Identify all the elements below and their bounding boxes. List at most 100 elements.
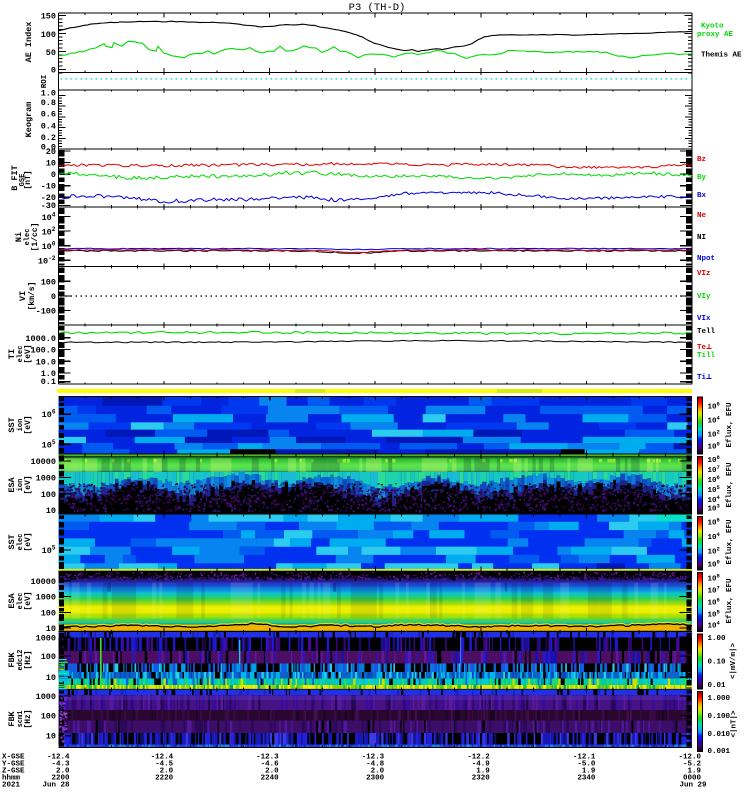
svg-text:Y-GSE: Y-GSE — [2, 761, 25, 769]
svg-text:elec: elec — [17, 346, 25, 363]
svg-text:100: 100 — [41, 652, 56, 662]
svg-text:Npot: Npot — [697, 255, 715, 263]
svg-text:105: 105 — [42, 545, 56, 557]
svg-text:Tell: Tell — [697, 328, 716, 336]
svg-text:-5.0: -5.0 — [577, 761, 596, 769]
svg-text:106: 106 — [708, 597, 720, 608]
svg-text:10-2: 10-2 — [38, 255, 56, 267]
svg-text:2200: 2200 — [51, 775, 70, 783]
svg-text:2220: 2220 — [155, 775, 174, 783]
svg-text:0.010: 0.010 — [708, 731, 731, 739]
svg-text:108: 108 — [708, 573, 721, 584]
svg-text:hhmm: hhmm — [2, 775, 21, 783]
svg-text:<|nT|>: <|nT|> — [731, 710, 739, 738]
svg-text:FBK: FBK — [7, 710, 17, 726]
svg-text:104: 104 — [708, 531, 721, 542]
svg-text:By: By — [697, 174, 707, 182]
svg-text:104: 104 — [42, 212, 56, 224]
svg-text:ion: ion — [17, 419, 25, 432]
svg-text:B FIT: B FIT — [10, 165, 20, 191]
svg-text:TI: TI — [7, 349, 17, 359]
svg-text:0: 0 — [51, 170, 56, 180]
svg-text:0.6: 0.6 — [41, 110, 56, 120]
svg-text:10: 10 — [46, 732, 56, 742]
svg-text:104: 104 — [708, 620, 721, 631]
svg-text:1.000: 1.000 — [708, 695, 731, 703]
svg-text:50: 50 — [46, 48, 56, 58]
svg-text:150: 150 — [41, 11, 56, 21]
svg-text:105: 105 — [708, 609, 721, 620]
svg-text:10: 10 — [46, 506, 56, 516]
svg-text:VIx: VIx — [697, 315, 711, 323]
svg-text:X-GSE: X-GSE — [2, 754, 25, 762]
svg-text:103: 103 — [708, 503, 721, 514]
svg-text:-30: -30 — [41, 201, 56, 211]
svg-text:1.9: 1.9 — [476, 768, 490, 776]
svg-text:2320: 2320 — [472, 775, 491, 783]
svg-text:Bz: Bz — [697, 156, 706, 164]
svg-text:0.10: 0.10 — [708, 659, 727, 667]
svg-text:ion: ion — [17, 479, 25, 492]
svg-text:Ne: Ne — [697, 212, 707, 220]
svg-text:107: 107 — [708, 464, 720, 475]
svg-text:0000: 0000 — [683, 775, 702, 783]
svg-text:-10: -10 — [41, 182, 56, 192]
svg-text:0: 0 — [51, 65, 56, 75]
svg-text:0.4: 0.4 — [41, 121, 56, 131]
svg-text:Te: Te — [697, 344, 707, 352]
svg-text:VIy: VIy — [697, 293, 711, 301]
svg-text:0.8: 0.8 — [41, 98, 56, 108]
svg-text:Jun 28: Jun 28 — [42, 782, 70, 790]
svg-text:ROI: ROI — [41, 75, 49, 89]
svg-text:Themis AE: Themis AE — [701, 52, 742, 60]
svg-text:-12.4: -12.4 — [151, 754, 174, 762]
svg-text:proxy AE: proxy AE — [697, 31, 734, 39]
svg-text:106: 106 — [42, 409, 56, 421]
svg-text:1000: 1000 — [36, 593, 56, 603]
svg-text:10: 10 — [46, 673, 56, 683]
svg-text:[eV]: [eV] — [24, 532, 33, 551]
svg-text:Keogram: Keogram — [24, 102, 34, 138]
svg-text:[1/cc]: [1/cc] — [31, 223, 40, 252]
svg-text:10000: 10000 — [30, 457, 56, 467]
svg-text:elec: elec — [24, 229, 32, 246]
svg-text:ESA: ESA — [7, 592, 17, 608]
svg-text:100: 100 — [41, 30, 56, 40]
svg-text:Till: Till — [697, 352, 716, 360]
svg-text:1.0: 1.0 — [41, 369, 56, 379]
svg-text:scm1: scm1 — [17, 711, 25, 728]
svg-text:GSE: GSE — [19, 174, 27, 187]
svg-text:[eV]: [eV] — [24, 475, 33, 494]
svg-text:ESA: ESA — [7, 476, 17, 492]
svg-text:100: 100 — [708, 441, 720, 452]
svg-text:-100: -100 — [36, 307, 56, 317]
svg-text:1.0: 1.0 — [41, 89, 56, 99]
svg-text:2021: 2021 — [2, 782, 21, 790]
svg-text:[eV]: [eV] — [24, 344, 33, 363]
svg-text:[km/s]: [km/s] — [28, 282, 37, 311]
svg-text:Eflux, EFU: Eflux, EFU — [726, 519, 734, 565]
svg-text:-12.4: -12.4 — [47, 754, 70, 762]
svg-text:Eflux, EFU: Eflux, EFU — [726, 402, 734, 448]
svg-text:2.0: 2.0 — [265, 768, 279, 776]
svg-text:104: 104 — [708, 415, 721, 426]
svg-text:VI: VI — [18, 291, 28, 301]
svg-text:100: 100 — [42, 241, 56, 253]
svg-text:105: 105 — [42, 439, 56, 451]
svg-text:-4.9: -4.9 — [472, 761, 491, 769]
svg-text:-4.3: -4.3 — [51, 761, 70, 769]
svg-text:-12.3: -12.3 — [362, 754, 385, 762]
svg-text:0.0: 0.0 — [41, 143, 56, 153]
svg-text:-12.0: -12.0 — [678, 754, 701, 762]
svg-text:100: 100 — [41, 490, 56, 500]
svg-text:-12.3: -12.3 — [256, 754, 279, 762]
svg-text:0.2: 0.2 — [41, 133, 56, 143]
svg-text:SST: SST — [7, 534, 17, 549]
svg-text:1.00: 1.00 — [708, 635, 727, 643]
svg-text:SST: SST — [7, 417, 17, 432]
svg-text:-5.2: -5.2 — [683, 761, 702, 769]
svg-text:Ti: Ti — [697, 374, 707, 382]
svg-text:10000: 10000 — [30, 577, 56, 587]
svg-text:-12.1: -12.1 — [573, 754, 596, 762]
svg-text:NI: NI — [697, 234, 706, 242]
